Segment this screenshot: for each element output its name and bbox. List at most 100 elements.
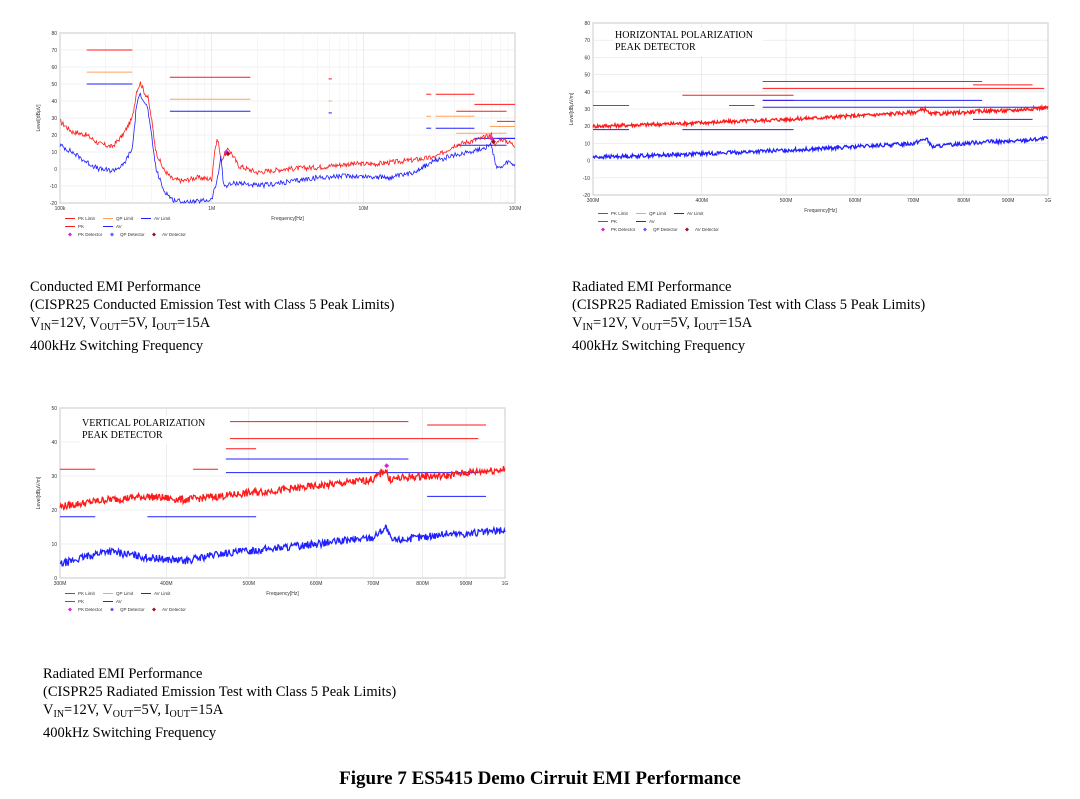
annotation-box (613, 28, 763, 56)
radiated-emi-vertical-chart: 0 10 20 30 40 50 300M 400M 500M 600M 700M 800M 900M 1… (30, 400, 525, 638)
legend-label: AV (116, 224, 122, 229)
legend-marker (643, 227, 647, 232)
caption-line-1: Conducted EMI Performance (30, 279, 201, 295)
legend-marker (110, 607, 114, 612)
legend-label: AV Detector (695, 227, 719, 232)
y-tick-label: 30 (584, 107, 590, 113)
legend-marker (68, 607, 72, 612)
legend-marker (152, 232, 156, 237)
legend-label: PK Limit (78, 591, 96, 596)
legend-label: PK (611, 219, 617, 224)
legend-label: AV Limit (687, 211, 704, 216)
y-tick-label: 60 (51, 65, 57, 71)
legend-marker (601, 227, 605, 232)
x-tick-label: 600M (849, 198, 862, 204)
caption-line-4: 400kHz Switching Frequency (30, 338, 204, 354)
y-tick-label: 0 (54, 167, 57, 173)
y-tick-label: 0 (587, 159, 590, 165)
y-tick-label: 70 (584, 38, 590, 44)
x-tick-label: 700M (907, 198, 920, 204)
x-tick-label: 800M (957, 198, 970, 204)
y-tick-label: 80 (584, 21, 590, 27)
y-tick-label: 80 (51, 31, 57, 37)
annotation-box (80, 416, 230, 444)
legend-label: PK Detector (78, 607, 103, 612)
radiated-emi-horizontal-chart: -20 -10 0 10 20 30 40 50 60 70 80 300M 400M 500M 600M 7… (563, 15, 1058, 250)
y-tick-label: -10 (50, 184, 57, 190)
legend-marker (68, 232, 72, 237)
legend-label: QP Detector (653, 227, 678, 232)
caption-line-3: VIN=12V, VOUT=5V, IOUT=15A (30, 315, 211, 333)
x-tick-label: 800M (416, 581, 429, 587)
y-tick-label: 50 (584, 73, 590, 79)
y-tick-label: 50 (51, 406, 57, 412)
caption-radiated-horizontal: Radiated EMI Performance (CISPR25 Radiat… (572, 278, 925, 355)
pk-detector-marker (384, 463, 390, 469)
annotation-text: PEAK DETECTOR (615, 42, 696, 53)
legend-label: PK (78, 224, 84, 229)
pk-series-line (59, 81, 516, 185)
legend-label: QP Limit (116, 216, 134, 221)
legend-label: AV (116, 599, 122, 604)
legend-marker (152, 607, 156, 612)
av-detector-marker (490, 139, 496, 145)
pk-series-line (59, 465, 506, 511)
x-axis-label: Frequency[Hz] (266, 591, 299, 597)
legend-label: PK Limit (78, 216, 96, 221)
x-tick-label: 500M (780, 198, 793, 204)
legend-label: AV Detector (162, 607, 186, 612)
caption-line-4: 400kHz Switching Frequency (43, 725, 217, 741)
y-axis-label: Level[dBµV/m] (569, 92, 575, 125)
y-tick-label: 60 (584, 55, 590, 61)
x-tick-label: 400M (695, 198, 708, 204)
x-tick-label: 400M (160, 581, 173, 587)
x-tick-label: 700M (367, 581, 380, 587)
x-tick-label: 1G (1045, 198, 1052, 204)
legend-label: AV (649, 219, 655, 224)
av-series-line (59, 524, 506, 567)
y-tick-label: 50 (51, 82, 57, 88)
x-tick-label: 300M (587, 198, 600, 204)
y-tick-label: 20 (51, 508, 57, 514)
x-tick-label: 900M (460, 581, 473, 587)
y-tick-label: 20 (584, 124, 590, 130)
x-tick-label: 1G (502, 581, 509, 587)
legend-label: PK Detector (611, 227, 636, 232)
av-series-line (59, 92, 516, 205)
y-tick-label: 10 (51, 542, 57, 548)
y-axis-label: Level[dBµV] (36, 104, 42, 132)
caption-line-1: Radiated EMI Performance (43, 666, 203, 682)
caption-line-3: VIN=12V, VOUT=5V, IOUT=15A (43, 702, 224, 720)
annotation-text: HORIZONTAL POLARIZATION (615, 30, 753, 41)
x-tick-label: 10M (358, 206, 368, 212)
annotation-text: VERTICAL POLARIZATION (82, 418, 205, 429)
caption-radiated-vertical: Radiated EMI Performance (CISPR25 Radiat… (43, 665, 396, 742)
legend-label: QP Limit (649, 211, 667, 216)
av-detector-marker (225, 151, 231, 157)
conducted-emi-chart: -20 -10 0 10 20 30 40 50 60 70 80 100k 1M 10M 100M Freq… (30, 25, 525, 265)
x-tick-label: 1M (208, 206, 215, 212)
y-tick-label: 10 (584, 141, 590, 147)
pk-series-line (592, 103, 1049, 130)
y-tick-label: 20 (51, 133, 57, 139)
y-tick-label: 10 (51, 150, 57, 156)
y-tick-label: 40 (51, 99, 57, 105)
legend-label: AV Limit (154, 216, 171, 221)
y-tick-label: -10 (583, 176, 590, 182)
legend-label: PK Detector (78, 232, 103, 237)
legend-label: AV Limit (154, 591, 171, 596)
y-tick-label: 30 (51, 116, 57, 122)
caption-line-2: (CISPR25 Radiated Emission Test with Cla… (43, 684, 397, 700)
y-axis-label: Level[dBµV/m] (36, 476, 42, 509)
caption-line-2: (CISPR25 Radiated Emission Test with Cla… (572, 297, 926, 313)
x-tick-label: 600M (310, 581, 323, 587)
y-tick-label: 40 (51, 440, 57, 446)
legend-label: PK (78, 599, 84, 604)
x-tick-label: 300M (54, 581, 67, 587)
x-tick-label: 900M (1002, 198, 1015, 204)
x-tick-label: 100k (55, 206, 66, 212)
x-tick-label: 500M (243, 581, 256, 587)
x-tick-label: 100M (509, 206, 522, 212)
y-tick-label: 70 (51, 48, 57, 54)
y-tick-label: -20 (50, 201, 57, 207)
